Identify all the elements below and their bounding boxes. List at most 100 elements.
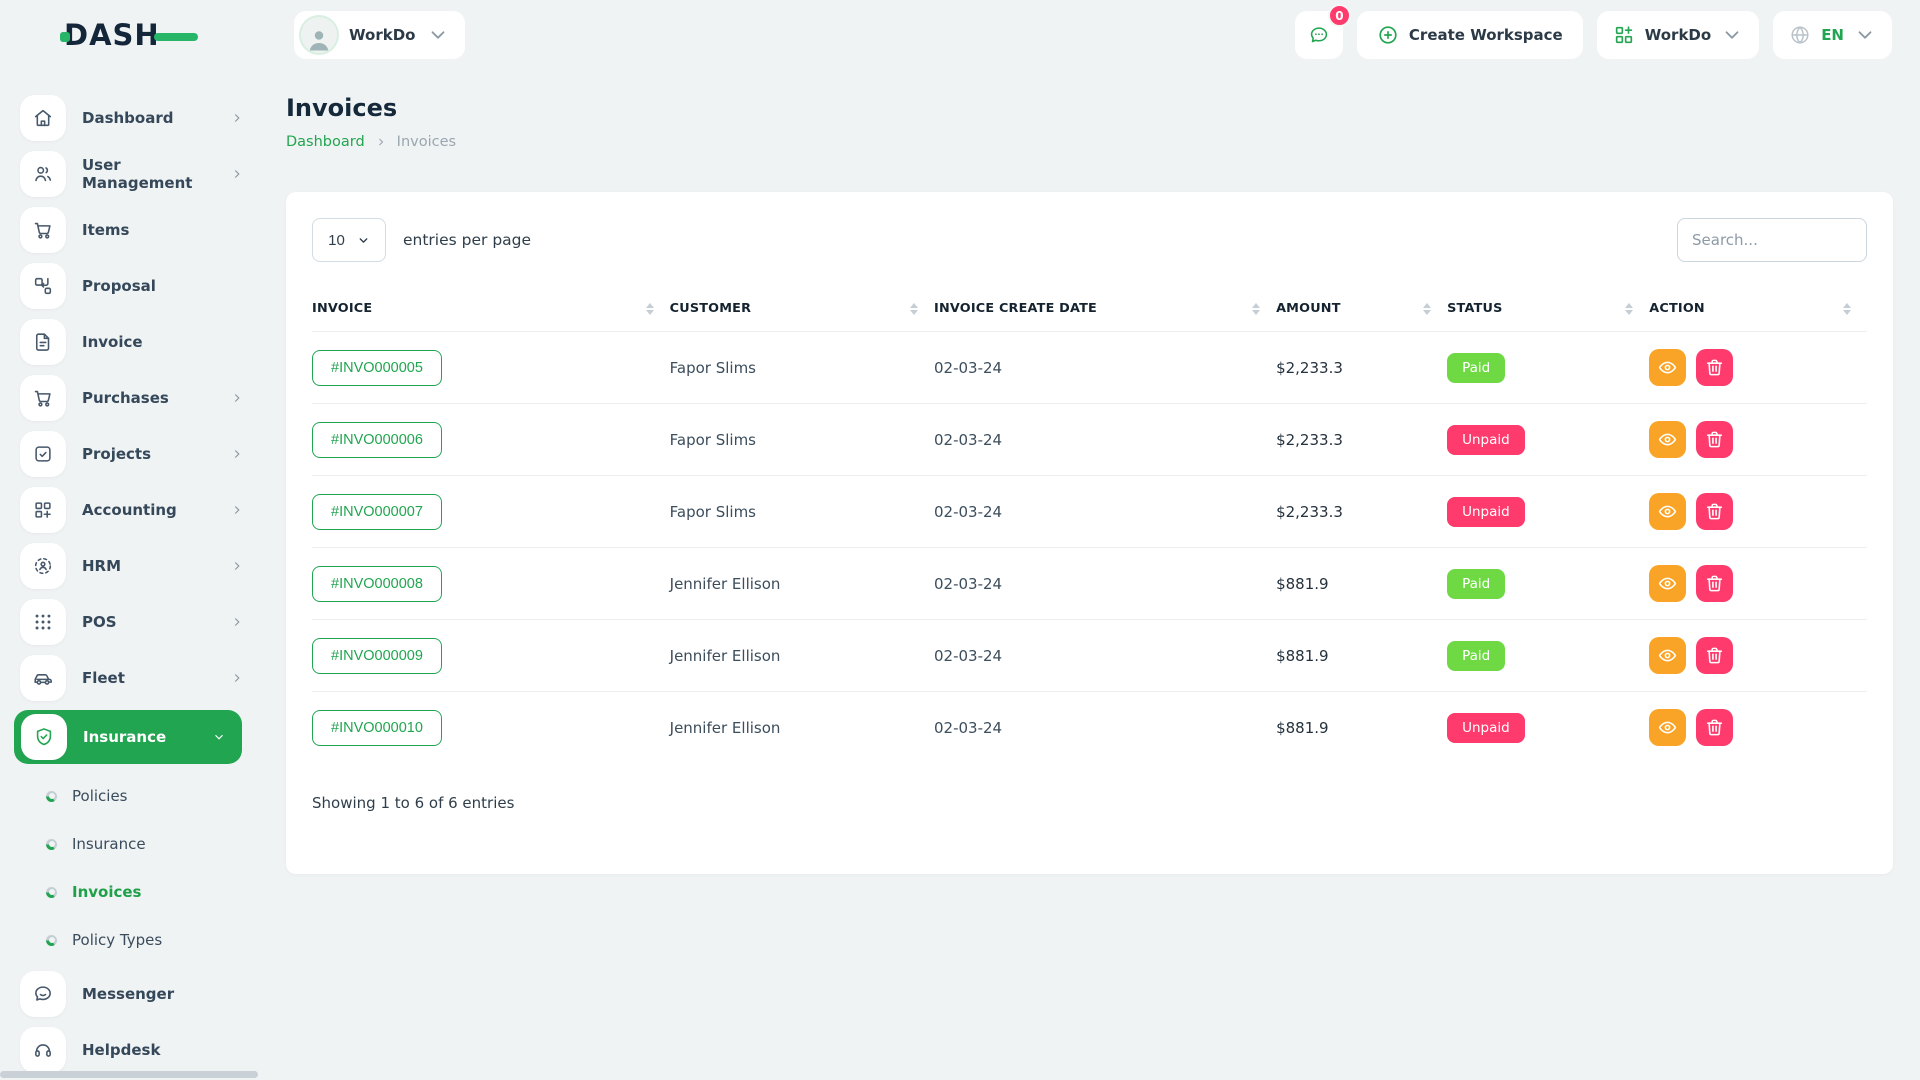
chevron-down-icon (359, 237, 368, 243)
submenu-bullet-icon (46, 790, 57, 802)
amount-cell: $881.9 (1276, 718, 1329, 737)
view-invoice-button[interactable] (1649, 637, 1687, 674)
sort-icon[interactable] (645, 302, 654, 315)
delete-invoice-button[interactable] (1696, 493, 1734, 530)
column-header-amount[interactable]: AMOUNT (1276, 286, 1447, 332)
sidebar-item-insurance[interactable]: Insurance (14, 710, 242, 764)
submenu-bullet-icon (46, 838, 57, 850)
messages-count-badge: 0 (1327, 4, 1351, 27)
delete-invoice-button[interactable] (1696, 421, 1734, 458)
proposal-icon (20, 263, 66, 309)
table-entries-summary: Showing 1 to 6 of 6 entries (312, 793, 515, 812)
view-invoice-button[interactable] (1649, 565, 1687, 602)
status-badge: Paid (1447, 352, 1506, 383)
sidebar-subitem-policy-types[interactable]: Policy Types (0, 916, 262, 964)
delete-invoice-button[interactable] (1696, 637, 1734, 674)
entries-per-page-label: entries per page (403, 231, 532, 249)
invoice-date-cell: 02-03-24 (933, 574, 1003, 593)
cart-icon (20, 375, 66, 421)
column-header-customer[interactable]: CUSTOMER (670, 286, 934, 332)
grid-plus-icon (20, 487, 66, 533)
create-workspace-button[interactable]: Create Workspace (1356, 11, 1583, 59)
invoices-card: 10 entries per page INVOICE CUSTOMER INV… (286, 192, 1893, 874)
workspace-menu-button[interactable]: WorkDo (1596, 11, 1760, 59)
sidebar-subitem-policies[interactable]: Policies (0, 772, 262, 820)
invoice-number-chip[interactable]: #INVO000006 (312, 421, 442, 458)
invoice-date-cell: 02-03-24 (933, 502, 1003, 521)
workspace-selector[interactable]: WorkDo (294, 11, 466, 59)
sidebar-item-items[interactable]: Items (20, 206, 244, 254)
eye-icon (1659, 721, 1677, 734)
sort-icon[interactable] (909, 302, 918, 315)
sidebar-item-purchases[interactable]: Purchases (20, 374, 244, 422)
sidebar-item-projects[interactable]: Projects (20, 430, 244, 478)
view-invoice-button[interactable] (1649, 709, 1687, 747)
entries-per-page-select[interactable]: 10 (312, 218, 386, 262)
table-row: #INVO000010 Jennifer Ellison 02-03-24 $8… (312, 691, 1867, 764)
sort-icon[interactable] (1625, 302, 1634, 315)
customer-cell: Fapor Slims (669, 430, 757, 449)
view-invoice-button[interactable] (1649, 349, 1687, 386)
amount-cell: $2,233.3 (1276, 358, 1343, 377)
delete-invoice-button[interactable] (1696, 565, 1734, 602)
language-selector[interactable]: EN (1773, 11, 1892, 59)
users-icon (20, 151, 66, 197)
invoice-number-chip[interactable]: #INVO000009 (312, 637, 442, 674)
sidebar-horizontal-scrollbar[interactable] (0, 1071, 258, 1078)
sidebar-subitem-invoices[interactable]: Invoices (0, 868, 262, 916)
eye-icon (1659, 577, 1677, 590)
sidebar-item-dashboard[interactable]: Dashboard (20, 94, 244, 142)
shield-check-icon (21, 714, 67, 760)
submenu-bullet-icon (46, 886, 57, 898)
trash-icon (1707, 503, 1723, 520)
view-invoice-button[interactable] (1649, 493, 1687, 530)
amount-cell: $2,233.3 (1276, 502, 1343, 521)
column-header-invoice[interactable]: INVOICE (312, 286, 670, 332)
sidebar-item-fleet[interactable]: Fleet (20, 654, 244, 702)
table-row: #INVO000009 Jennifer Ellison 02-03-24 $8… (312, 619, 1867, 692)
customer-cell: Jennifer Ellison (669, 574, 781, 593)
invoice-number-chip[interactable]: #INVO000007 (312, 493, 442, 530)
chevron-down-icon (215, 734, 223, 740)
trash-icon (1707, 431, 1723, 448)
status-badge: Paid (1447, 568, 1506, 599)
column-header-action[interactable]: ACTION (1649, 286, 1867, 332)
sidebar-item-accounting[interactable]: Accounting (20, 486, 244, 534)
invoice-number-chip[interactable]: #INVO000005 (312, 349, 442, 386)
breadcrumb-dashboard-link[interactable]: Dashboard (286, 134, 365, 150)
sidebar-item-user-management[interactable]: User Management (20, 150, 244, 198)
invoice-date-cell: 02-03-24 (933, 646, 1003, 665)
sort-icon[interactable] (1423, 302, 1432, 315)
trash-icon (1707, 719, 1723, 736)
sidebar-item-helpdesk[interactable]: Helpdesk (20, 1026, 244, 1074)
column-header-invoice-create-date[interactable]: INVOICE CREATE DATE (934, 286, 1276, 332)
invoice-number-chip[interactable]: #INVO000010 (312, 709, 442, 746)
sidebar-item-messenger[interactable]: Messenger (20, 970, 244, 1018)
view-invoice-button[interactable] (1649, 421, 1687, 458)
sidebar-subitem-insurance[interactable]: Insurance (0, 820, 262, 868)
sidebar-item-invoice[interactable]: Invoice (20, 318, 244, 366)
chevron-right-icon (234, 394, 240, 402)
search-input[interactable] (1677, 218, 1867, 262)
circle-plus-icon (1379, 26, 1397, 44)
sidebar-item-proposal[interactable]: Proposal (20, 262, 244, 310)
eye-icon (1659, 433, 1677, 446)
person-dashed-circle-icon (20, 543, 66, 589)
chevron-right-icon (234, 674, 240, 682)
avatar (301, 17, 337, 53)
invoice-number-chip[interactable]: #INVO000008 (312, 565, 442, 602)
sort-icon[interactable] (1252, 302, 1261, 315)
workspace-name: WorkDo (349, 26, 416, 44)
delete-invoice-button[interactable] (1696, 709, 1734, 747)
sidebar-item-hrm[interactable]: HRM (20, 542, 244, 590)
delete-invoice-button[interactable] (1696, 349, 1734, 386)
logo[interactable]: DASH (60, 18, 198, 52)
chevron-down-icon (1725, 31, 1739, 39)
create-workspace-label: Create Workspace (1408, 26, 1563, 44)
sidebar-item-pos[interactable]: POS (20, 598, 244, 646)
trash-icon (1707, 647, 1723, 664)
sort-icon[interactable] (1843, 302, 1851, 315)
messages-button[interactable]: 0 (1294, 4, 1351, 59)
chevron-down-icon (1858, 31, 1872, 39)
column-header-status[interactable]: STATUS (1447, 286, 1649, 332)
